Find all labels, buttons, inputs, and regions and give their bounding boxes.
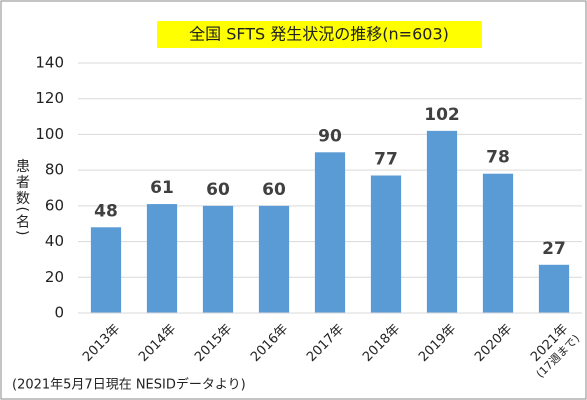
y-tick-label: 80 bbox=[45, 161, 64, 179]
y-tick-label: 100 bbox=[35, 125, 64, 143]
bar bbox=[202, 205, 234, 313]
data-label: 61 bbox=[150, 178, 174, 198]
bar bbox=[146, 204, 178, 313]
data-label: 27 bbox=[542, 239, 566, 259]
y-tick-label: 120 bbox=[35, 89, 64, 107]
chart-title: 全国 SFTS 発生状況の推移(n=603) bbox=[189, 25, 449, 44]
bar bbox=[258, 205, 290, 313]
data-label: 77 bbox=[374, 150, 398, 170]
title-highlight bbox=[157, 21, 482, 48]
y-tick-label: 20 bbox=[45, 268, 64, 286]
y-axis-label: 患者数(名) bbox=[14, 159, 30, 238]
footnote: (2021年5月7日現在 NESIDデータより) bbox=[12, 377, 246, 393]
data-label: 78 bbox=[486, 148, 510, 168]
y-tick-label: 60 bbox=[45, 196, 64, 214]
bar bbox=[314, 152, 346, 313]
y-tick-label: 40 bbox=[45, 232, 64, 250]
data-label: 90 bbox=[318, 126, 342, 146]
data-label: 102 bbox=[424, 105, 460, 125]
y-tick-label: 0 bbox=[54, 304, 64, 322]
bar bbox=[90, 227, 122, 313]
bar bbox=[482, 173, 514, 313]
bar bbox=[426, 130, 458, 313]
y-tick-label: 140 bbox=[35, 54, 64, 72]
data-label: 48 bbox=[94, 201, 118, 221]
data-label: 60 bbox=[262, 180, 286, 200]
data-label: 60 bbox=[206, 180, 230, 200]
bar bbox=[370, 175, 402, 313]
bar bbox=[538, 264, 570, 313]
